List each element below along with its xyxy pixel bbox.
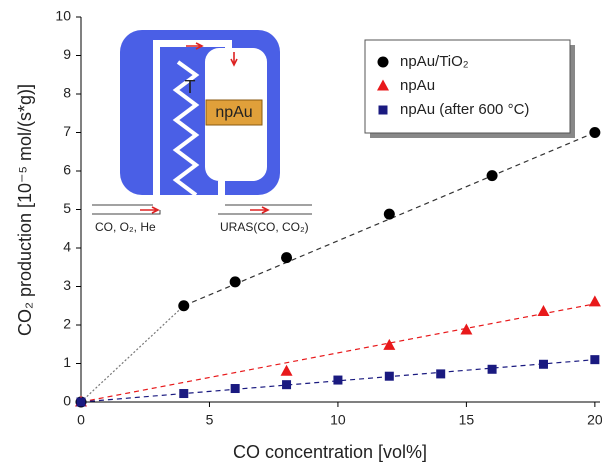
x-tick-label: 10 (330, 412, 346, 428)
flow-arrow (250, 207, 268, 213)
x-tick-label: 20 (587, 412, 602, 428)
inset-diagram: npAu T CO, O₂, He URAS(CO, CO₂) (92, 30, 312, 234)
legend-label: npAu (after 600 °C) (400, 101, 529, 118)
point (77, 398, 86, 407)
x-tick-label: 15 (459, 412, 475, 428)
point (179, 389, 188, 398)
flow-arrow (140, 207, 158, 213)
point (487, 170, 498, 181)
x-tick-label: 0 (77, 412, 85, 428)
point (589, 295, 601, 306)
point (384, 209, 395, 220)
y-axis-label: CO₂ production [10⁻⁵ mol/(s*g)] (15, 84, 35, 336)
point (333, 376, 342, 385)
point (281, 365, 293, 376)
legend: npAu/TiO₂ npAu npAu (after 600 °C) (365, 40, 575, 138)
point (539, 360, 548, 369)
temperature-label: T (185, 77, 196, 97)
point (230, 276, 241, 287)
y-tick-label: 4 (63, 239, 71, 255)
outlet-label: URAS(CO, CO₂) (220, 220, 309, 234)
chart: npAu T CO, O₂, He URAS(CO, CO₂) CO conce… (0, 0, 602, 465)
point (436, 369, 445, 378)
sample-label: npAu (215, 104, 252, 121)
x-tick-label: 5 (206, 412, 214, 428)
legend-entry: npAu (after 600 °C) (379, 101, 530, 118)
y-tick-label: 6 (63, 162, 71, 178)
y-tick-label: 0 (63, 393, 71, 409)
gas-lines (92, 205, 312, 214)
point (590, 355, 599, 364)
y-tick-label: 8 (63, 85, 71, 101)
point (282, 380, 291, 389)
point (488, 365, 497, 374)
legend-label: npAu/TiO₂ (400, 53, 469, 70)
outlet-pipe (218, 181, 225, 210)
legend-label: npAu (400, 77, 435, 94)
y-tick-label: 9 (63, 46, 71, 62)
point (385, 372, 394, 381)
y-tick-label: 5 (63, 200, 71, 216)
y-tick-label: 7 (63, 123, 71, 139)
legend-marker (379, 106, 388, 115)
y-tick-label: 3 (63, 277, 71, 293)
point (589, 127, 600, 138)
y-tick-label: 1 (63, 354, 71, 370)
point (537, 305, 549, 316)
point (281, 252, 292, 263)
legend-marker (378, 57, 389, 68)
y-tick-label: 2 (63, 316, 71, 332)
inlet-label: CO, O₂, He (95, 220, 156, 234)
point (178, 300, 189, 311)
fit-line (81, 304, 595, 402)
y-tick-label: 10 (55, 8, 71, 24)
fit-line (81, 306, 184, 402)
x-axis-label: CO concentration [vol%] (233, 442, 427, 462)
point (231, 384, 240, 393)
